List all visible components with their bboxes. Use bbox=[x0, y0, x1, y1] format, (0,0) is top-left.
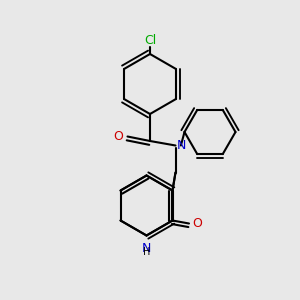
Text: N: N bbox=[142, 242, 151, 255]
Text: H: H bbox=[143, 247, 150, 257]
Text: N: N bbox=[177, 139, 186, 152]
Text: Cl: Cl bbox=[144, 34, 156, 46]
Text: O: O bbox=[193, 217, 202, 230]
Text: O: O bbox=[114, 130, 124, 143]
